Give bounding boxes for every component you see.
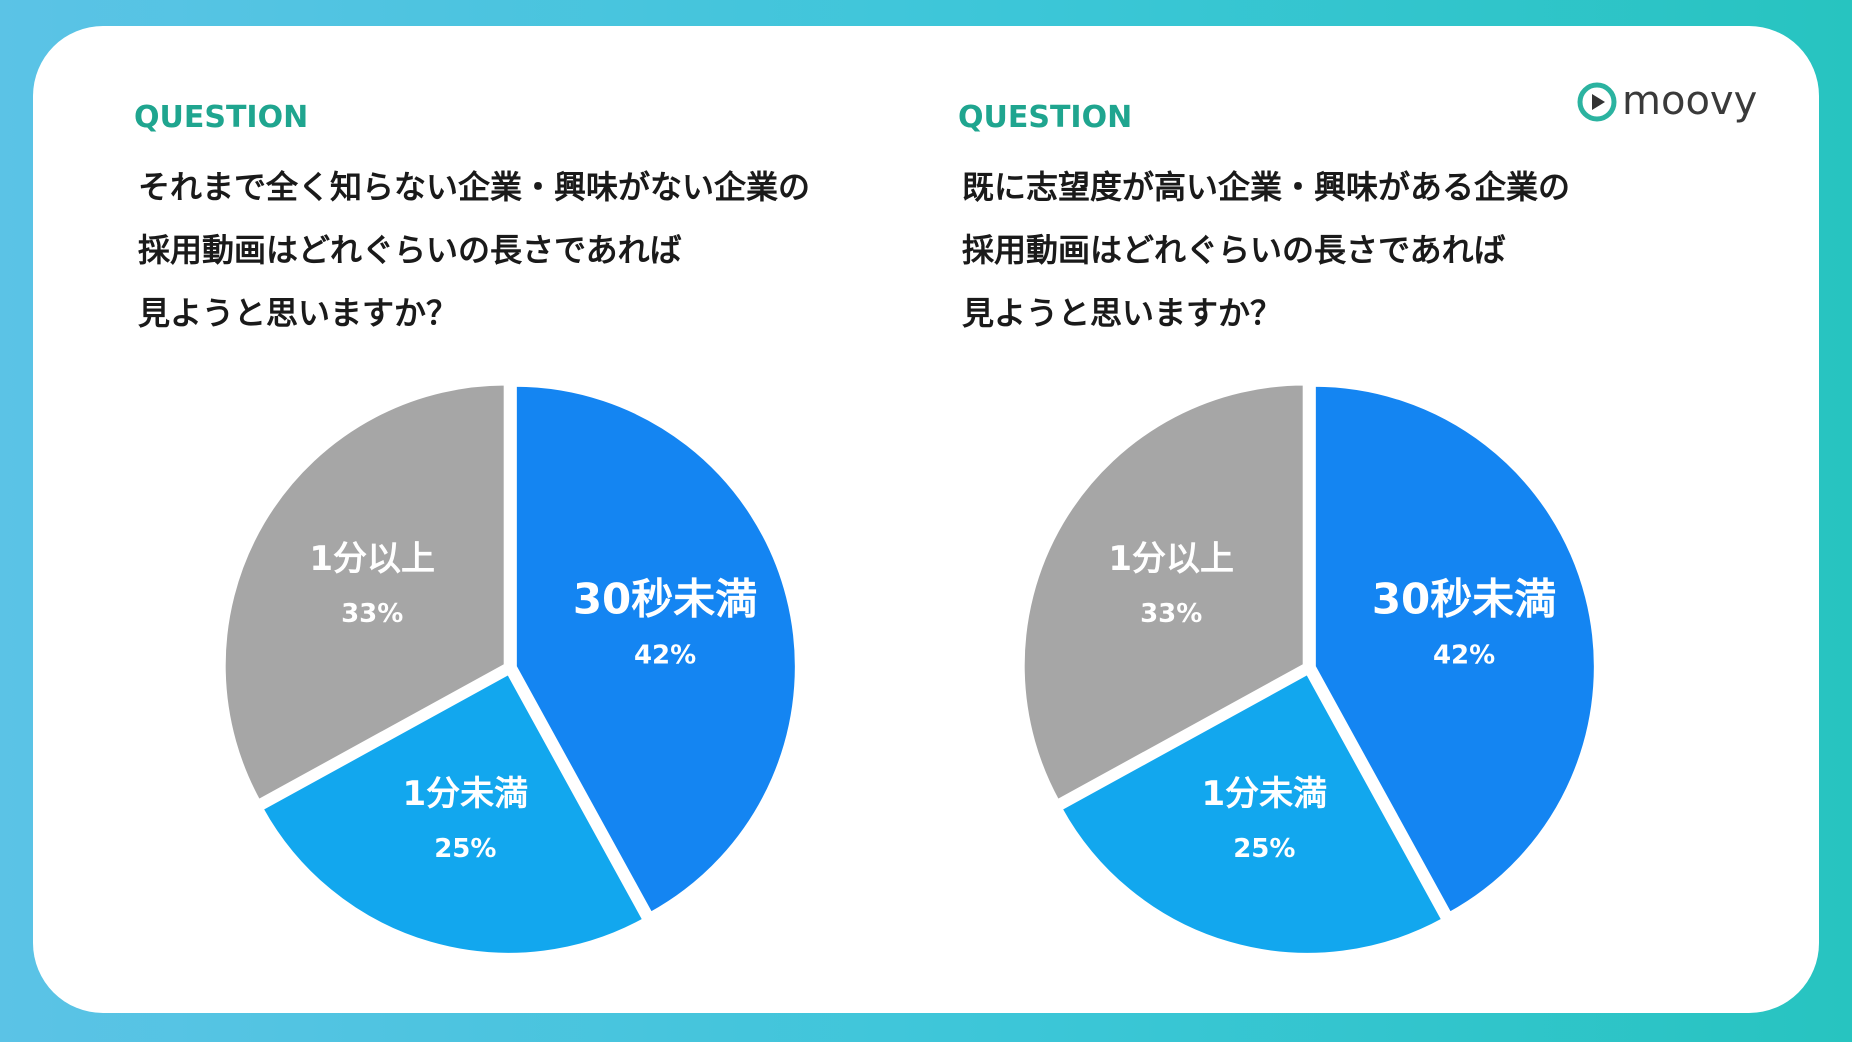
slice-category: 30秒未満 xyxy=(573,575,757,624)
question-line: 既に志望度が高い企業・興味がある企業の xyxy=(962,168,1570,206)
slice-category: 1分未満 xyxy=(402,774,528,814)
pie-slice xyxy=(1057,670,1447,957)
slice-category: 1分未満 xyxy=(1201,774,1327,814)
slice-value: 42% xyxy=(634,641,696,671)
slice-value: 33% xyxy=(341,599,403,629)
logo: moovy xyxy=(1577,78,1757,124)
eyebrow: QUESTION xyxy=(958,100,1132,135)
logo-ring xyxy=(1577,82,1617,122)
slice-category: 30秒未満 xyxy=(1372,575,1556,624)
slice-value: 25% xyxy=(1233,834,1295,864)
slice-category: 1分以上 xyxy=(1108,539,1234,579)
slice-category: 1分以上 xyxy=(309,539,435,579)
question-line: 見ようと思いますか？ xyxy=(962,294,1282,332)
question-line: 見ようと思いますか？ xyxy=(138,294,458,332)
question-line: 採用動画はどれぐらいの長さであれば xyxy=(138,231,682,269)
pie-slice xyxy=(221,381,508,805)
pie-slice xyxy=(1020,381,1307,805)
question-line: 採用動画はどれぐらいの長さであれば xyxy=(962,231,1506,269)
slice-value: 25% xyxy=(434,834,496,864)
question-line: それまで全く知らない企業・興味がない企業の xyxy=(138,168,810,206)
brand: moovy xyxy=(1622,78,1757,124)
pie-slice xyxy=(258,670,648,957)
logo-play xyxy=(1592,94,1605,110)
slice-value: 33% xyxy=(1140,599,1202,629)
pie-slice xyxy=(512,382,799,917)
pie-slice xyxy=(1311,382,1598,917)
slice-value: 42% xyxy=(1433,641,1495,671)
eyebrow: QUESTION xyxy=(134,100,308,135)
